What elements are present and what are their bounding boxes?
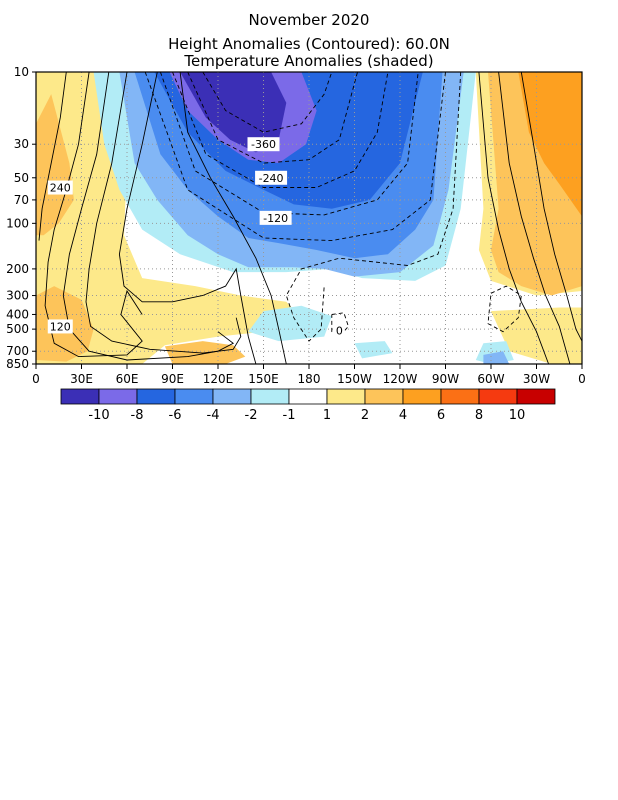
colorbar-swatch xyxy=(440,388,480,405)
contour-label-box xyxy=(259,210,292,225)
y-tick-label: 300 xyxy=(6,289,29,303)
x-axis: 0 30E 60E 90E 120E 150E 180 150W 120W 90W 60W 30W 0 xyxy=(32,364,586,386)
contour-label: 240 xyxy=(50,182,71,195)
contour-positive xyxy=(118,72,257,364)
colorbar-label: -6 xyxy=(169,408,182,423)
x-tick-label: 60W xyxy=(477,372,504,386)
colorbar-swatch xyxy=(98,388,138,405)
y-tick-label: 500 xyxy=(6,322,29,336)
colorbar-swatch xyxy=(250,388,290,405)
colorbar-swatch xyxy=(402,388,442,405)
grid-lines xyxy=(36,72,582,364)
colorbar-swatch xyxy=(60,388,100,405)
colorbar-swatch xyxy=(516,388,556,405)
colorbar-label: 1 xyxy=(323,408,331,423)
colorbar-label: -10 xyxy=(88,408,109,423)
x-tick-label: 90E xyxy=(161,372,184,386)
colorbar-swatch xyxy=(174,388,214,405)
colorbar-swatch xyxy=(364,388,404,405)
contour-negative xyxy=(331,312,349,338)
shade-warm-3-east xyxy=(518,72,582,217)
chart-title: November 2020 xyxy=(248,11,370,29)
x-tick-label: 30W xyxy=(523,372,550,386)
shade-cool-1-lower xyxy=(248,305,332,342)
contour-negative xyxy=(144,72,446,242)
y-tick-label: 50 xyxy=(14,171,29,185)
contour-negative xyxy=(487,285,522,333)
colorbar-label: 4 xyxy=(399,408,407,423)
x-tick-label: 120E xyxy=(203,372,234,386)
contour-label-box xyxy=(247,137,280,152)
x-tick-label: 150E xyxy=(248,372,279,386)
colorbar-label: -4 xyxy=(207,408,220,423)
colorbar-swatch xyxy=(212,388,252,405)
contour-negative xyxy=(187,72,358,164)
contour-label: 120 xyxy=(50,320,71,333)
y-tick-label: 400 xyxy=(6,307,29,321)
x-tick-label: 30E xyxy=(70,372,93,386)
colorbar-swatch xyxy=(326,388,366,405)
contour-negative xyxy=(202,72,333,133)
shade-cool-1-lower-b xyxy=(354,341,393,359)
y-tick-label: 700 xyxy=(6,344,29,358)
contour-negative xyxy=(159,72,419,216)
y-tick-label: 100 xyxy=(6,216,29,230)
contour-positive xyxy=(520,72,582,342)
y-tick-label: 10 xyxy=(14,65,29,79)
contour-label-box xyxy=(255,170,288,185)
colorbar-label: 8 xyxy=(475,408,483,423)
contour-label-box xyxy=(47,319,73,334)
contour-positive xyxy=(498,72,571,364)
x-tick-label: 180 xyxy=(298,372,321,386)
x-tick-label: 150W xyxy=(337,372,372,386)
contour-label: -120 xyxy=(263,212,288,225)
colorbar-label: 2 xyxy=(361,408,369,423)
y-tick-label: 30 xyxy=(14,137,29,151)
contour-positive xyxy=(478,72,550,364)
colorbar-swatch xyxy=(478,388,518,405)
contour-label-box xyxy=(333,323,345,338)
y-tick-label: 70 xyxy=(14,193,29,207)
colorbar-swatch xyxy=(136,388,176,405)
y-tick-label: 200 xyxy=(6,262,29,276)
x-tick-label: 90W xyxy=(432,372,459,386)
colorbar-label: 6 xyxy=(437,408,445,423)
contour-negative xyxy=(285,72,462,342)
contour-negative xyxy=(172,72,389,188)
x-tick-label: 0 xyxy=(578,372,586,386)
colorbar-label: -1 xyxy=(283,408,296,423)
colorbar-swatch xyxy=(288,388,328,405)
y-tick-label: 850 xyxy=(6,357,29,371)
contour-label: -360 xyxy=(251,138,276,151)
chart-subtitle-temperature: Temperature Anomalies (shaded) xyxy=(184,52,434,70)
colorbar-label: 10 xyxy=(509,408,526,423)
x-tick-label: 120W xyxy=(383,372,418,386)
chart-subtitle-height: Height Anomalies (Contoured): 60.0N xyxy=(168,35,450,53)
contour-label-box xyxy=(47,180,73,195)
colorbar-label: -8 xyxy=(131,408,144,423)
shade-cool-6 xyxy=(180,72,287,153)
contour-positive xyxy=(179,72,287,364)
colorbar-label: -2 xyxy=(245,408,258,423)
contour-positive xyxy=(85,72,242,354)
contour-label: -240 xyxy=(259,172,284,185)
contour-positive xyxy=(38,72,67,241)
contour-label: 0 xyxy=(336,324,343,337)
shade-warm-1-west xyxy=(36,72,302,364)
shade-cool-2-lower xyxy=(483,351,510,364)
colorbar: -10 -8 -6 -4 -2 -1 1 2 4 6 8 10 xyxy=(60,388,556,423)
contour-labels: -360 -240 -120 240 120 0 xyxy=(47,137,345,338)
contour-positive xyxy=(62,72,235,361)
x-tick-label: 60E xyxy=(116,372,139,386)
x-tick-label: 0 xyxy=(32,372,40,386)
